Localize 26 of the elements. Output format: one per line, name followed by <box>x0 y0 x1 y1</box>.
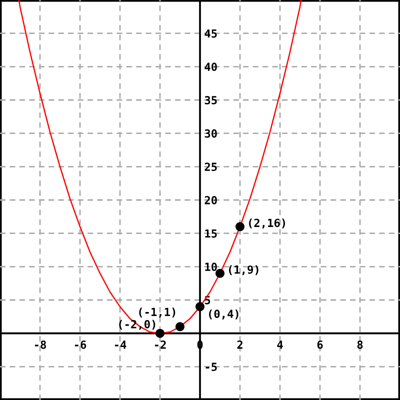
point <box>156 328 164 338</box>
annotation: (0,4) <box>209 309 238 320</box>
y-tick-label: 15 <box>205 229 217 238</box>
point <box>196 302 204 312</box>
x-tick-label: 4 <box>277 340 283 349</box>
annotation: (2,16) <box>249 218 286 229</box>
point <box>216 268 224 278</box>
point <box>176 322 184 332</box>
x-tick-label: 6 <box>317 340 323 349</box>
x-tick-label: -6 <box>74 340 86 349</box>
annotation: (-1,1) <box>139 308 176 318</box>
x-tick-label: 8 <box>357 340 363 349</box>
y-tick-label: 10 <box>205 262 217 272</box>
y-tick-label: 25 <box>204 162 217 172</box>
y-tick-label: 30 <box>204 129 217 138</box>
x-tick-label: -8 <box>34 340 46 349</box>
point <box>236 222 244 232</box>
x-tick-label: 2 <box>237 340 242 349</box>
y-tick-label: 35 <box>204 96 217 104</box>
x-tick-label: -2 <box>154 340 166 349</box>
x-tick-label: -4 <box>114 340 126 349</box>
y-tick-label: -5 <box>206 362 217 372</box>
y-tick-label: 45 <box>204 29 217 38</box>
y-tick-label: 20 <box>204 196 217 204</box>
y-tick-label: 40 <box>204 62 217 72</box>
annotation: (1,9) <box>229 265 258 276</box>
